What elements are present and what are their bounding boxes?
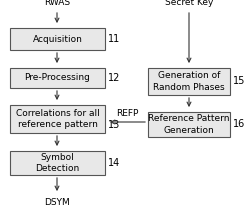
FancyBboxPatch shape: [10, 28, 105, 50]
Text: DSYM: DSYM: [44, 198, 70, 207]
Text: REFP: REFP: [116, 109, 138, 118]
Text: 11: 11: [108, 34, 120, 44]
FancyBboxPatch shape: [10, 151, 105, 175]
Text: 16: 16: [233, 119, 245, 129]
Text: Secret Key: Secret Key: [165, 0, 213, 7]
Text: Reference Pattern
Generation: Reference Pattern Generation: [148, 114, 230, 135]
Text: 14: 14: [108, 158, 120, 168]
Text: 15: 15: [233, 76, 245, 86]
Text: RWAS: RWAS: [44, 0, 70, 7]
Text: Acquisition: Acquisition: [32, 35, 82, 43]
Text: 13: 13: [108, 120, 120, 130]
Text: Correlations for all
reference pattern: Correlations for all reference pattern: [16, 109, 100, 129]
FancyBboxPatch shape: [10, 68, 105, 88]
FancyBboxPatch shape: [148, 68, 230, 95]
Text: Symbol
Detection: Symbol Detection: [36, 153, 80, 173]
FancyBboxPatch shape: [10, 105, 105, 133]
Text: Pre-Processing: Pre-Processing: [24, 73, 90, 83]
FancyBboxPatch shape: [148, 112, 230, 137]
Text: 12: 12: [108, 73, 120, 83]
Text: Generation of
Random Phases: Generation of Random Phases: [153, 72, 225, 92]
